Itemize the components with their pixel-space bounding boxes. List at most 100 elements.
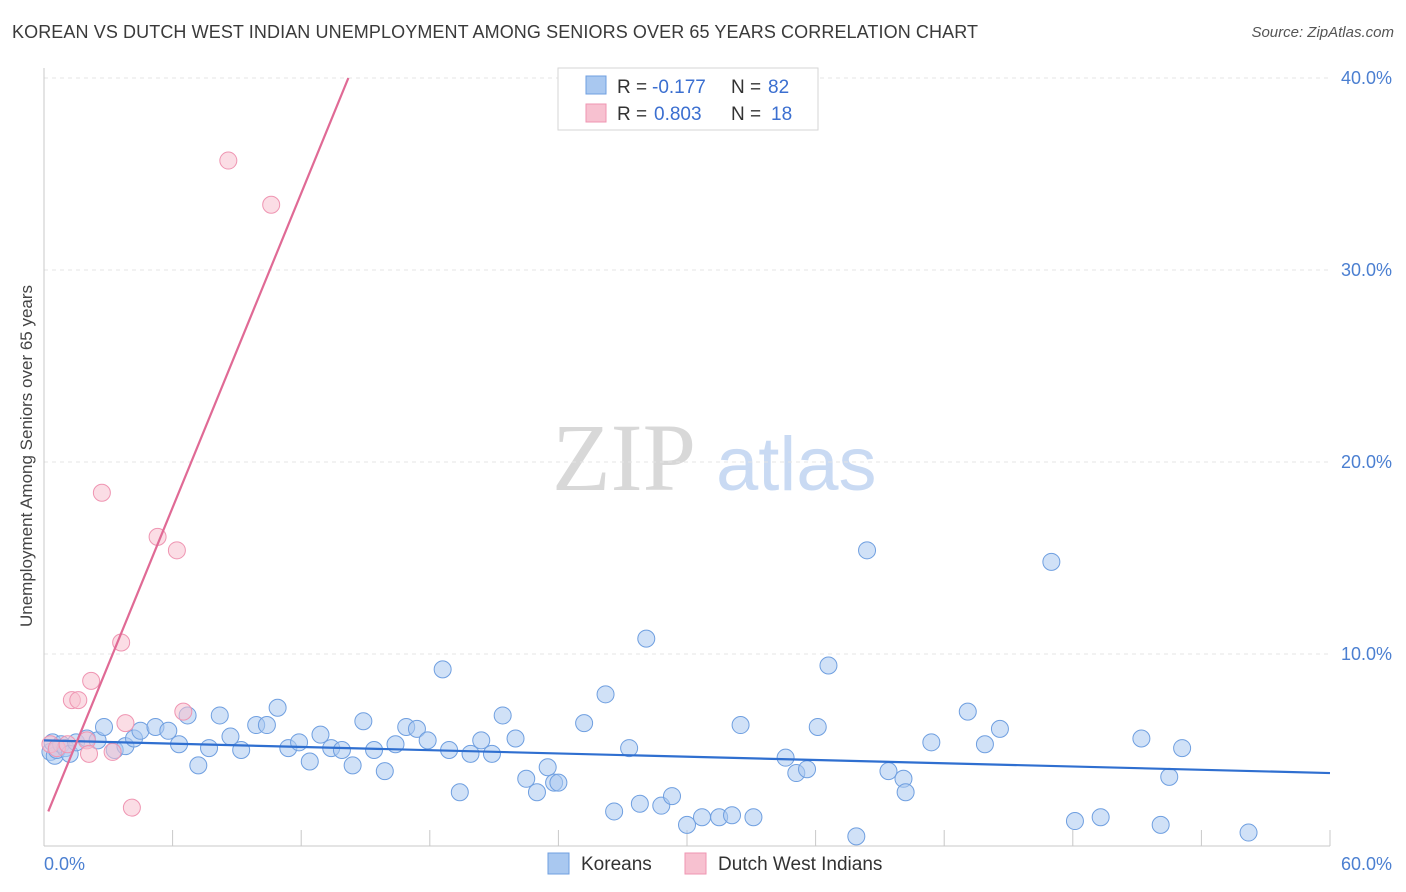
- korean-point: [433, 660, 452, 679]
- trend-line-dutch-west-indians: [47, 77, 350, 812]
- korean-point: [493, 706, 512, 725]
- correlation-legend: R = -0.177 N = 82 R = 0.803 N = 18: [557, 67, 819, 131]
- series-dutch-west-indians-points: [41, 151, 281, 817]
- korean-point: [1091, 808, 1110, 827]
- korean-point: [819, 656, 838, 675]
- trend-lines: [43, 77, 1331, 812]
- bottom-legend-label-dutch: Dutch West Indians: [718, 854, 882, 875]
- legend-swatch-dutch-west-indians: [585, 103, 607, 123]
- korean-point: [808, 717, 827, 736]
- legend-r-label-koreans: R =: [617, 77, 647, 98]
- korean-point: [506, 729, 525, 748]
- korean-point: [1065, 812, 1084, 831]
- korean-point: [210, 706, 229, 725]
- korean-point: [332, 741, 351, 759]
- korean-point: [538, 758, 557, 777]
- korean-point: [527, 783, 546, 802]
- korean-point: [637, 629, 656, 648]
- korean-point: [596, 685, 615, 704]
- korean-point: [723, 806, 742, 825]
- bottom-legend-swatch-dutch: [684, 852, 707, 875]
- dutch-west-indian-point: [80, 744, 99, 763]
- korean-point: [990, 719, 1009, 738]
- korean-point: [290, 733, 309, 752]
- legend-n-value-dutch: 18: [771, 104, 792, 125]
- korean-point: [1042, 552, 1061, 571]
- korean-point: [693, 808, 712, 827]
- korean-point: [879, 762, 898, 781]
- korean-point: [472, 731, 491, 750]
- korean-point: [418, 731, 437, 750]
- korean-point: [678, 815, 696, 834]
- korean-point: [922, 733, 941, 752]
- korean-point: [461, 744, 480, 763]
- korean-point: [482, 744, 501, 763]
- korean-point: [232, 741, 251, 759]
- korean-point: [1132, 729, 1151, 748]
- dutch-west-indian-point: [122, 798, 141, 817]
- y-tick-label: 40.0%: [1341, 68, 1392, 88]
- dutch-west-indian-point: [103, 742, 122, 761]
- korean-point: [662, 787, 681, 806]
- korean-point: [450, 783, 469, 802]
- korean-point: [200, 739, 219, 758]
- korean-point: [896, 783, 915, 802]
- korean-point: [1173, 739, 1192, 758]
- y-tick-label: 30.0%: [1341, 260, 1392, 280]
- series-koreans-points: [41, 541, 1258, 846]
- legend-swatch-koreans: [585, 75, 607, 95]
- y-tick-label: 10.0%: [1341, 644, 1392, 664]
- legend-n-value-koreans: 82: [768, 77, 789, 98]
- korean-point: [257, 716, 276, 735]
- korean-point: [958, 702, 977, 721]
- korean-point: [1160, 767, 1179, 786]
- korean-point: [798, 760, 817, 779]
- korean-point: [131, 721, 150, 740]
- korean-point: [343, 756, 362, 775]
- dutch-west-indian-point: [82, 671, 101, 690]
- korean-point: [858, 541, 877, 560]
- dutch-west-indian-point: [219, 151, 238, 170]
- dutch-west-indian-point: [174, 702, 193, 721]
- korean-point: [776, 748, 795, 767]
- korean-point: [575, 714, 594, 733]
- korean-point: [189, 756, 208, 775]
- legend-n-label-koreans: N =: [731, 77, 761, 98]
- korean-point: [159, 721, 178, 740]
- bottom-legend-swatch-koreans: [547, 852, 570, 875]
- korean-point: [354, 712, 373, 731]
- korean-point: [630, 794, 649, 813]
- x-tick-label-max: 60.0%: [1341, 854, 1392, 874]
- korean-point: [620, 739, 639, 758]
- grid-lines: [44, 77, 1330, 655]
- axes: [43, 68, 1331, 847]
- series-legend: Koreans Dutch West Indians: [547, 852, 882, 875]
- dutch-west-indian-point: [167, 541, 186, 560]
- y-tick-labels: 10.0% 20.0% 30.0% 40.0%: [1341, 68, 1392, 664]
- korean-point: [744, 808, 763, 827]
- korean-point: [268, 698, 287, 717]
- dutch-west-indian-point: [116, 714, 135, 733]
- korean-point: [1151, 815, 1170, 834]
- korean-point: [549, 773, 568, 792]
- chart-source: Source: ZipAtlas.com: [1251, 24, 1394, 41]
- korean-point: [731, 716, 750, 735]
- korean-point: [847, 827, 866, 846]
- legend-r-label-dutch: R =: [617, 104, 647, 125]
- korean-point: [517, 769, 536, 788]
- korean-point: [311, 725, 330, 744]
- legend-n-label-dutch: N =: [731, 104, 761, 125]
- legend-r-value-dutch: 0.803: [654, 104, 702, 125]
- korean-point: [1239, 823, 1258, 842]
- trend-line-koreans: [43, 739, 1331, 775]
- korean-point: [300, 752, 319, 771]
- x-tick-label-min: 0.0%: [44, 854, 85, 874]
- y-tick-label: 20.0%: [1341, 452, 1392, 472]
- legend-r-value-koreans: -0.177: [652, 77, 706, 98]
- chart-title: KOREAN VS DUTCH WEST INDIAN UNEMPLOYMENT…: [12, 22, 979, 42]
- dutch-west-indian-point: [92, 483, 111, 502]
- dutch-west-indian-point: [69, 691, 88, 710]
- korean-point: [975, 735, 994, 754]
- watermark-atlas: atlas: [716, 422, 877, 507]
